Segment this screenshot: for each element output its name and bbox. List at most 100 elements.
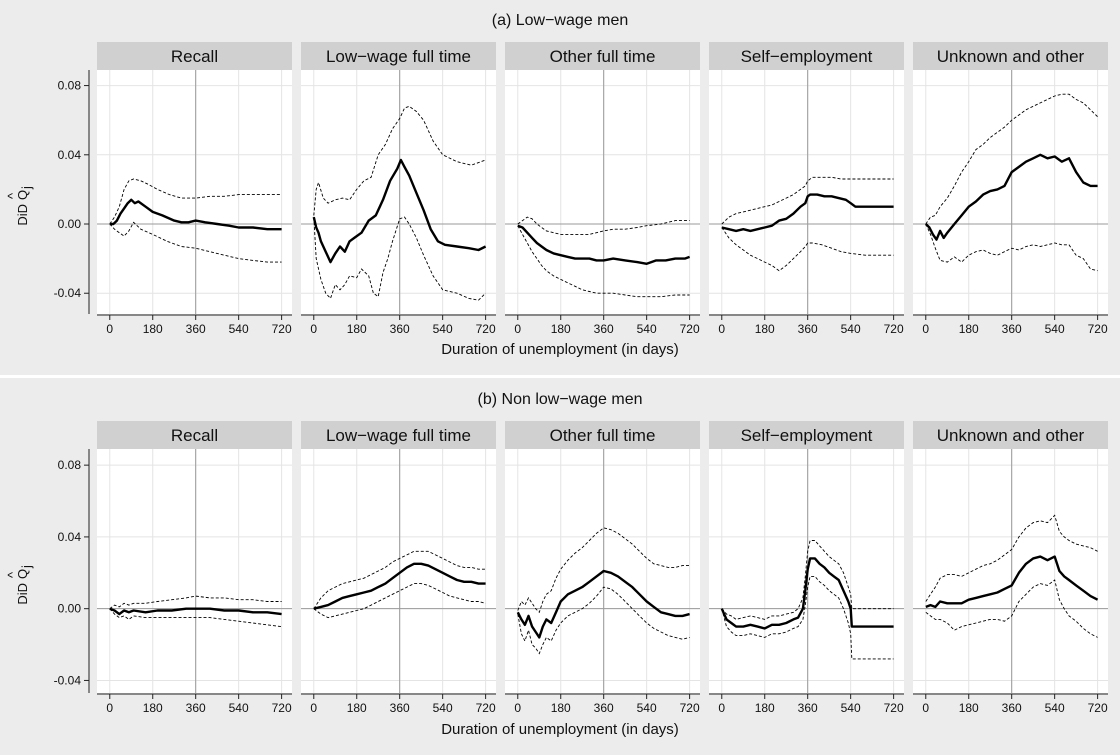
x-tick-label: 360 [186,322,206,336]
facet-label: Low−wage full time [326,47,471,66]
facet: Recall 0 180 360 540 720 [97,421,292,715]
facet-strip [97,42,292,70]
x-tick-label: 540 [841,701,861,715]
plot-area [913,449,1108,693]
x-tick-label: 180 [755,701,775,715]
x-tick-label: 0 [514,322,521,336]
x-tick-label: 0 [718,322,725,336]
x-tick-label: 360 [798,701,818,715]
x-tick-label: 360 [390,322,410,336]
x-tick-label: 360 [798,322,818,336]
facet: Unknown and other 0 180 360 540 720 [913,421,1108,715]
ci-upper-line [517,216,690,235]
facet-strip [709,421,904,449]
facet-strip [301,421,496,449]
x-tick-label: 180 [143,322,163,336]
estimate-line [721,193,894,233]
facet-label: Other full time [550,47,656,66]
facet: Low−wage full time 0 180 360 540 720 [301,42,496,336]
facet: Recall 0 180 360 540 720 [97,42,292,336]
y-tick-label: 0.08 [58,79,82,93]
x-tick-label: 720 [272,701,292,715]
y-tick-label: 0.04 [58,148,82,162]
ci-lower-line [109,608,282,628]
facet-label: Low−wage full time [326,426,471,445]
x-tick-label: 180 [959,322,979,336]
facet-label: Self−employment [741,47,873,66]
x-tick-label: 540 [1045,701,1065,715]
plot-area [301,70,496,314]
x-tick-label: 0 [310,701,317,715]
x-tick-label: 0 [106,322,113,336]
facet-label: Unknown and other [937,47,1085,66]
facet: Other full time 0 180 360 540 720 [505,42,700,336]
plot-area [913,70,1108,314]
facet-label: Other full time [550,426,656,445]
estimate-line [925,555,1099,609]
facet: Unknown and other 0 180 360 540 720 [913,42,1108,336]
x-tick-label: 0 [514,701,521,715]
x-tick-label: 720 [1088,322,1108,336]
plot-area [505,70,700,314]
facet: Other full time 0 180 360 540 720 [505,421,700,715]
y-axis-title-hat: ^ [5,192,20,199]
estimate-line [109,198,282,231]
y-axis-title: DiD Q^ j [5,565,34,605]
ci-upper-line [313,105,486,216]
x-tick-label: 360 [1002,701,1022,715]
y-tick-label: 0.04 [58,530,82,544]
facet-strip [97,421,292,449]
estimate-line [312,158,487,264]
x-tick-label: 180 [551,701,571,715]
estimate-line [924,153,1098,241]
ci-lower-line [925,223,1098,272]
plot-area [709,70,904,314]
x-tick-label: 720 [884,701,904,715]
plot-area [97,449,292,693]
x-tick-label: 360 [594,701,614,715]
facet-label: Recall [171,426,218,445]
x-tick-label: 0 [718,701,725,715]
x-tick-label: 360 [1002,322,1022,336]
x-tick-label: 540 [433,322,453,336]
y-axis-title-symbol: Q [15,190,30,200]
x-tick-label: 360 [186,701,206,715]
plot-area [97,70,292,314]
ci-lower-line [313,583,486,619]
x-tick-label: 720 [884,322,904,336]
facet-label: Recall [171,47,218,66]
x-tick-label: 540 [229,322,249,336]
ci-lower-line [517,586,690,655]
x-tick-label: 540 [637,701,657,715]
x-axis-title: Duration of unemployment (in days) [441,341,679,358]
estimate-line [313,562,486,610]
y-tick-label: 0.00 [58,217,82,231]
ci-lower-line [721,575,894,660]
x-tick-label: 720 [476,701,496,715]
facet-label: Self−employment [741,426,873,445]
facet: Self−employment 0 180 360 540 720 [709,421,904,715]
ci-upper-line [925,93,1098,225]
facet-strip [505,421,700,449]
facet-strip [913,421,1108,449]
x-axis-title: Duration of unemployment (in days) [441,721,679,738]
x-tick-label: 540 [1045,322,1065,336]
x-tick-label: 540 [433,701,453,715]
x-tick-label: 0 [922,322,929,336]
y-tick-label: -0.04 [54,286,82,300]
x-tick-label: 360 [390,701,410,715]
y-axis-title-prefix: DiD [15,583,30,605]
x-tick-label: 180 [347,322,367,336]
y-axis-title: DiD Q^ j [5,186,34,226]
panel-2: (b) Non low−wage men -0.04 0.00 0.04 0.08 DiD… [0,378,1120,755]
ci-upper-line [313,550,486,609]
ci-upper-line [109,595,282,610]
facet-strip [301,42,496,70]
x-tick-label: 360 [594,322,614,336]
x-tick-label: 180 [959,701,979,715]
x-tick-label: 180 [347,701,367,715]
facet-strip [913,42,1108,70]
y-tick-label: 0.00 [58,602,82,616]
facet-strip [709,42,904,70]
